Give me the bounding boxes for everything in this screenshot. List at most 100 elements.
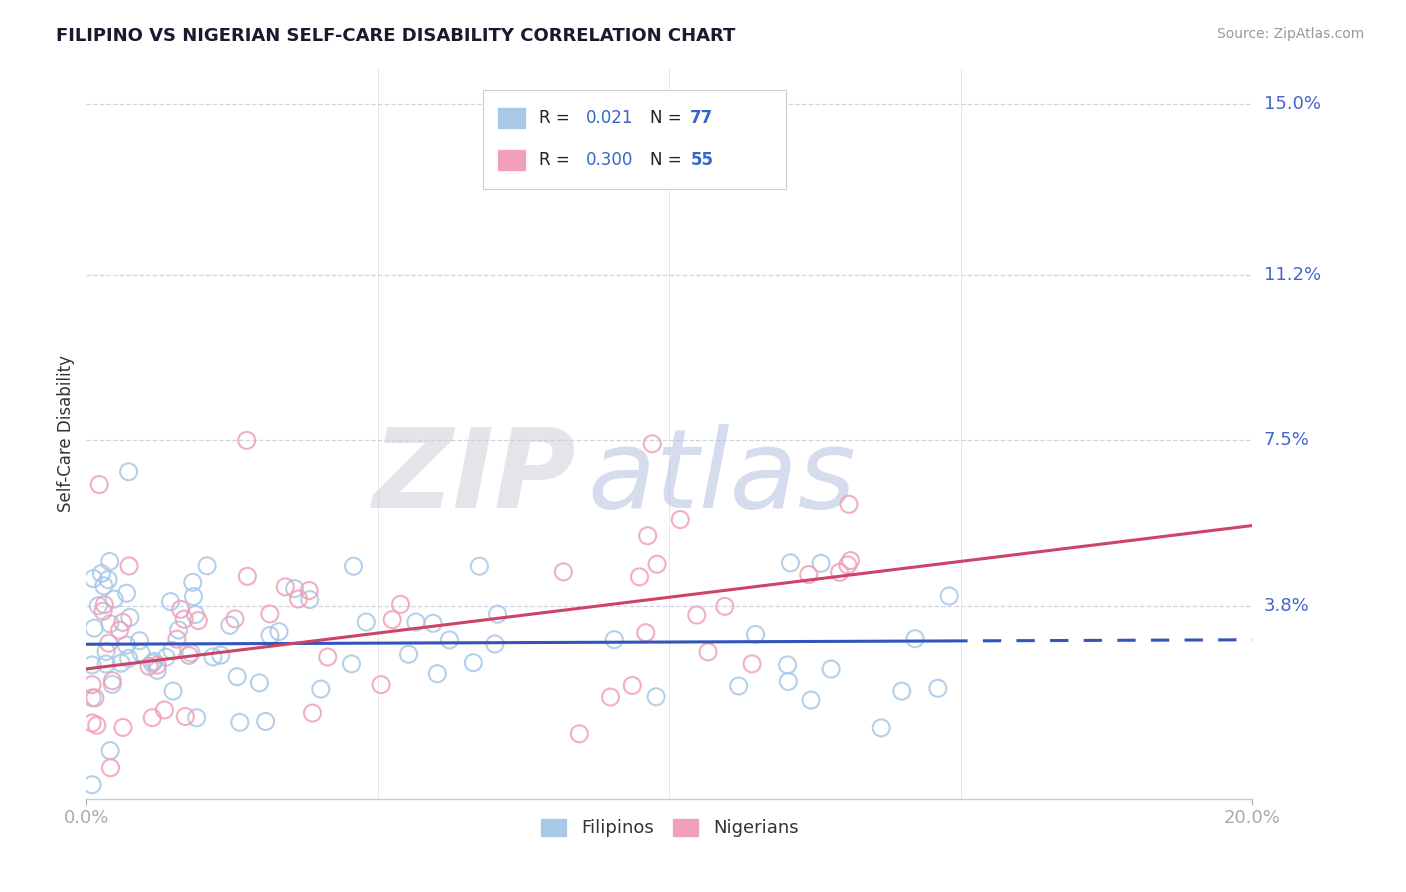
Point	[174, 709, 197, 723]
Point	[173, 612, 195, 626]
Point	[86, 718, 108, 732]
Text: N =: N =	[650, 151, 686, 169]
Point	[287, 592, 309, 607]
Point	[354, 615, 377, 629]
Text: 55: 55	[690, 151, 713, 169]
Point	[342, 559, 364, 574]
Point	[669, 512, 692, 526]
Point	[111, 720, 134, 734]
Point	[810, 557, 832, 571]
Point	[309, 682, 332, 697]
Point	[628, 570, 651, 584]
Point	[108, 623, 131, 637]
Point	[927, 681, 949, 696]
Point	[553, 565, 575, 579]
Point	[381, 613, 404, 627]
Point	[301, 706, 323, 720]
FancyBboxPatch shape	[496, 149, 526, 170]
Point	[828, 566, 851, 580]
Point	[776, 657, 799, 672]
Point	[744, 627, 766, 641]
Point	[90, 566, 112, 581]
Point	[800, 693, 823, 707]
Point	[146, 664, 169, 678]
Point	[160, 643, 183, 657]
Text: 77: 77	[690, 109, 714, 128]
Point	[201, 649, 224, 664]
Point	[645, 690, 668, 704]
Point	[117, 465, 139, 479]
Point	[97, 573, 120, 587]
Text: Source: ZipAtlas.com: Source: ZipAtlas.com	[1216, 27, 1364, 41]
Point	[153, 703, 176, 717]
Point	[98, 744, 121, 758]
Point	[870, 721, 893, 735]
Point	[218, 618, 240, 632]
Point	[111, 615, 134, 630]
Point	[714, 599, 737, 614]
Point	[259, 607, 281, 621]
Point	[641, 436, 664, 450]
Point	[820, 662, 842, 676]
Point	[94, 644, 117, 658]
Point	[97, 636, 120, 650]
Point	[209, 648, 232, 662]
Text: 3.8%: 3.8%	[1264, 597, 1309, 615]
Point	[837, 558, 859, 572]
Point	[115, 586, 138, 600]
Point	[797, 567, 820, 582]
Point	[167, 623, 190, 637]
Point	[697, 645, 720, 659]
Point	[340, 657, 363, 671]
Point	[284, 582, 307, 596]
Point	[82, 778, 104, 792]
Point	[187, 614, 209, 628]
Text: R =: R =	[538, 151, 575, 169]
Point	[405, 615, 427, 629]
Text: 7.5%: 7.5%	[1264, 432, 1309, 450]
Point	[169, 602, 191, 616]
Point	[142, 655, 165, 669]
Point	[129, 646, 152, 660]
Point	[637, 529, 659, 543]
Point	[186, 711, 208, 725]
Point	[138, 659, 160, 673]
Point	[155, 650, 177, 665]
Point	[98, 616, 121, 631]
Point	[298, 583, 321, 598]
Y-axis label: Self-Care Disability: Self-Care Disability	[58, 355, 75, 512]
FancyBboxPatch shape	[482, 90, 786, 189]
Point	[463, 656, 485, 670]
Point	[89, 477, 111, 491]
Point	[180, 646, 202, 660]
Point	[229, 715, 252, 730]
Point	[274, 580, 297, 594]
Point	[83, 621, 105, 635]
Point	[439, 632, 461, 647]
Text: 0.021: 0.021	[585, 109, 633, 128]
Text: atlas: atlas	[588, 424, 856, 531]
Point	[422, 616, 444, 631]
Point	[741, 657, 763, 671]
Point	[82, 678, 104, 692]
Point	[779, 556, 801, 570]
Point	[103, 592, 125, 607]
Point	[426, 666, 449, 681]
Point	[115, 638, 138, 652]
Point	[316, 650, 339, 665]
Point	[686, 607, 709, 622]
Point	[91, 604, 114, 618]
Point	[236, 569, 259, 583]
Point	[83, 690, 105, 705]
Point	[727, 679, 749, 693]
Point	[298, 592, 321, 607]
Point	[838, 497, 860, 511]
Point	[146, 658, 169, 673]
Point	[389, 598, 412, 612]
Point	[82, 572, 104, 586]
Point	[254, 714, 277, 729]
Point	[118, 558, 141, 573]
Point	[141, 656, 163, 670]
Legend: Filipinos, Nigerians: Filipinos, Nigerians	[533, 811, 807, 845]
Point	[235, 434, 257, 448]
